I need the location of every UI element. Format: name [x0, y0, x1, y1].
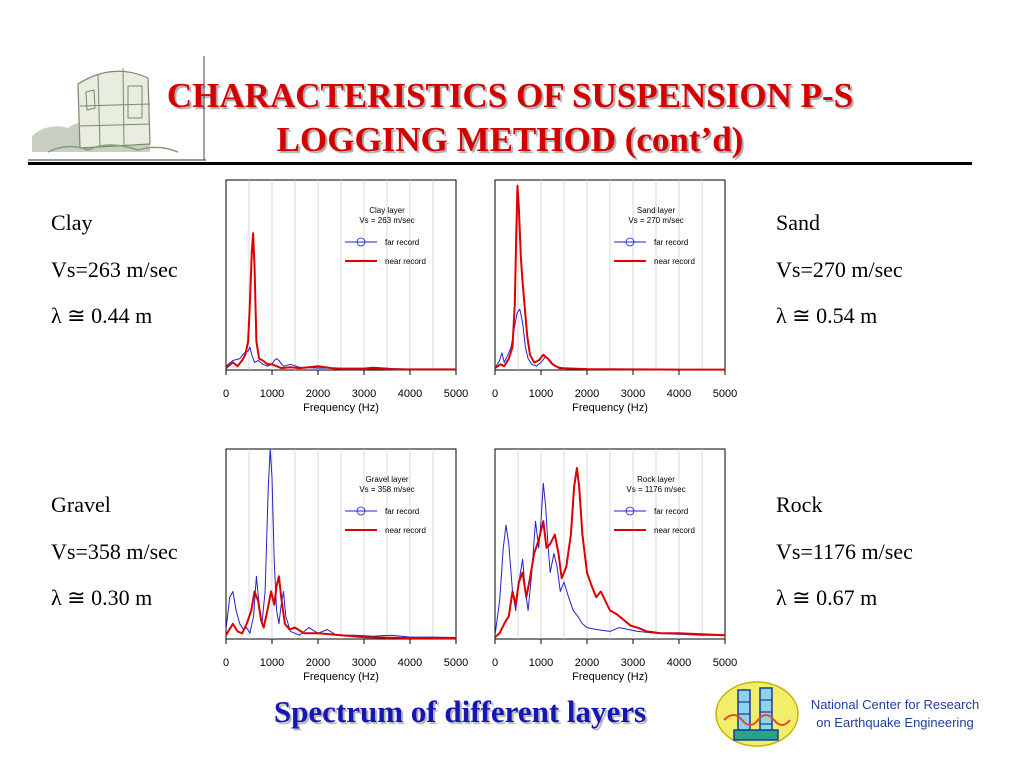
chart-panel-rock: 0 1000 2000 3000 4000 5000 Frequency (Hz) Rock …: [485, 447, 741, 698]
x-tick-label: 0: [223, 657, 229, 669]
clay-spectrum-chart: 0 1000 2000 3000 4000 5000 Frequency (Hz) Clay …: [223, 179, 468, 414]
near-record-line: [225, 232, 456, 371]
x-axis-label: Frequency (Hz): [572, 671, 648, 683]
legend-label: near record: [385, 257, 426, 266]
gravel-spectrum-chart: 0 1000 2000 3000 4000 5000 Frequency (Hz) Grave…: [223, 448, 468, 683]
near-record-line: [225, 575, 457, 640]
x-axis-label: Frequency (Hz): [303, 402, 379, 414]
x-tick-label: 0: [492, 388, 498, 400]
clay-vs: Vs=263 m/sec: [51, 257, 178, 282]
legend-marker: [625, 237, 635, 247]
gravel-vs: Vs=358 m/sec: [51, 539, 178, 564]
rock-vs: Vs=1176 m/sec: [776, 539, 913, 564]
title-divider: [28, 162, 972, 165]
chart-panel-sand: 0 1000 2000 3000 4000 5000 Frequency (Hz) Sand …: [485, 178, 741, 429]
legend-marker: [625, 506, 635, 516]
clay-label: Clay: [51, 210, 93, 235]
x-tick-label: 4000: [667, 388, 691, 400]
x-tick-label: 4000: [398, 657, 422, 669]
x-tick-label: 2000: [306, 657, 330, 669]
legend-title: Gravel layer: [365, 475, 408, 484]
legend-title: Clay layer: [369, 206, 405, 215]
gravel-label: Gravel: [51, 492, 111, 517]
x-tick-label: 1000: [260, 388, 284, 400]
legend-label: near record: [654, 257, 695, 266]
gravel-wavelength: λ ≅ 0.30 m: [51, 585, 153, 610]
legend-label: near record: [385, 526, 426, 535]
legend-subtitle: Vs = 358 m/sec: [359, 485, 414, 494]
legend-subtitle: Vs = 263 m/sec: [359, 216, 414, 225]
legend-label: far record: [654, 238, 688, 247]
x-tick-label: 5000: [713, 388, 737, 400]
rock-wavelength: λ ≅ 0.67 m: [776, 585, 878, 610]
x-tick-label: 5000: [444, 388, 468, 400]
x-tick-label: 4000: [667, 657, 691, 669]
legend-marker: [356, 506, 366, 516]
near-record-line: [494, 467, 726, 638]
slide-title-line1: CHARACTERISTICS OF SUSPENSION P-S: [166, 76, 854, 115]
x-tick-label: 4000: [398, 388, 422, 400]
x-tick-label: 3000: [352, 388, 376, 400]
x-tick-label: 1000: [529, 657, 553, 669]
clay-wavelength: λ ≅ 0.44 m: [51, 303, 153, 328]
org-name-line2: on Earthquake Engineering: [816, 715, 974, 730]
legend-label: far record: [385, 238, 419, 247]
legend-label: far record: [385, 507, 419, 516]
sand-vs: Vs=270 m/sec: [776, 257, 903, 282]
legend-marker: [356, 237, 366, 247]
rock-label: Rock: [776, 492, 823, 517]
x-tick-label: 0: [223, 388, 229, 400]
chart-panel-clay: 0 1000 2000 3000 4000 5000 Frequency (Hz) Clay …: [216, 178, 472, 429]
figure-caption: Spectrum of different layers: [273, 694, 647, 729]
legend-title: Sand layer: [637, 206, 676, 215]
x-tick-label: 2000: [306, 388, 330, 400]
slide-title-line2: LOGGING METHOD (cont’d): [276, 120, 744, 159]
far-record-line: [494, 482, 725, 636]
sand-spectrum-chart: 0 1000 2000 3000 4000 5000 Frequency (Hz) Sand …: [492, 179, 737, 414]
suspension-logger-hut-logo: [28, 56, 206, 161]
sand-label: Sand: [776, 210, 820, 235]
legend-label: far record: [654, 507, 688, 516]
x-tick-label: 1000: [529, 388, 553, 400]
legend-title: Rock layer: [637, 475, 675, 484]
x-tick-label: 0: [492, 657, 498, 669]
x-tick-label: 5000: [444, 657, 468, 669]
legend-subtitle: Vs = 1176 m/sec: [626, 485, 685, 494]
x-tick-label: 3000: [352, 657, 376, 669]
x-tick-label: 2000: [575, 657, 599, 669]
x-tick-label: 3000: [621, 388, 645, 400]
chart-panel-gravel: 0 1000 2000 3000 4000 5000 Frequency (Hz) Grave…: [216, 447, 472, 698]
legend-subtitle: Vs = 270 m/sec: [628, 216, 683, 225]
ncree-logo: [715, 681, 799, 747]
org-name-line1: National Center for Research: [810, 697, 980, 712]
far-record-line: [225, 346, 456, 370]
near-record-line: [494, 184, 725, 371]
sand-wavelength: λ ≅ 0.54 m: [776, 303, 878, 328]
legend-label: near record: [654, 526, 695, 535]
x-axis-label: Frequency (Hz): [572, 402, 648, 414]
rock-spectrum-chart: 0 1000 2000 3000 4000 5000 Frequency (Hz) Rock …: [492, 448, 737, 683]
x-tick-label: 2000: [575, 388, 599, 400]
x-tick-label: 1000: [260, 657, 284, 669]
x-tick-label: 3000: [621, 657, 645, 669]
x-tick-label: 5000: [713, 657, 737, 669]
x-axis-label: Frequency (Hz): [303, 671, 379, 683]
